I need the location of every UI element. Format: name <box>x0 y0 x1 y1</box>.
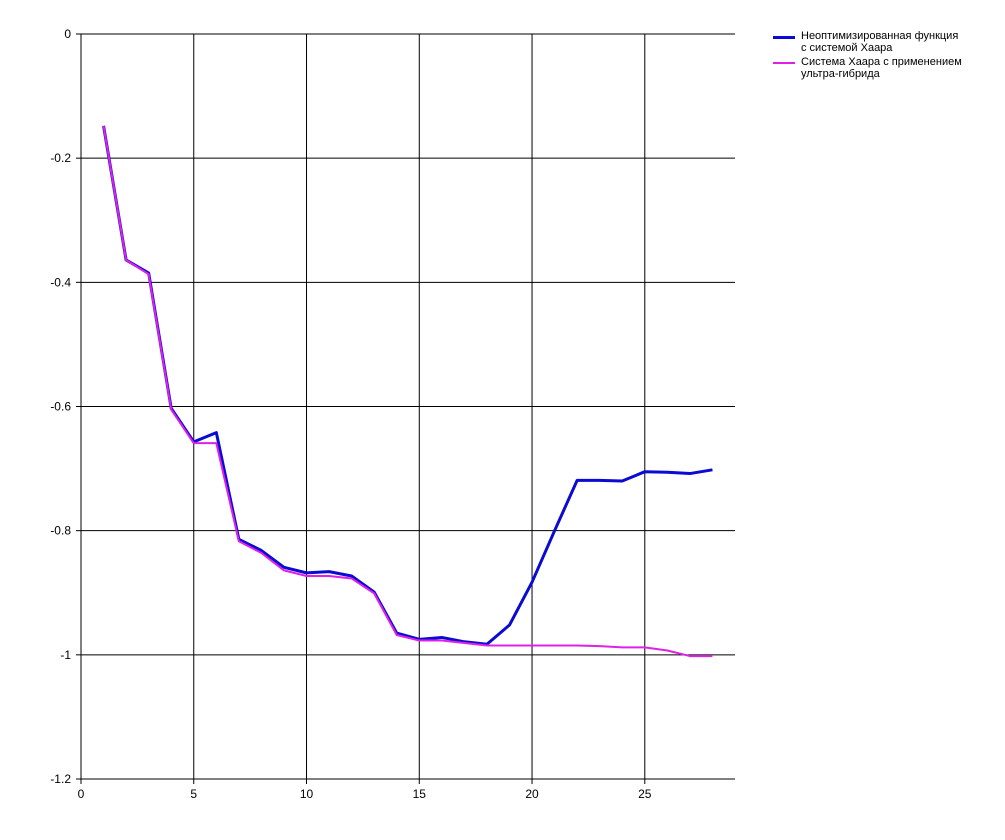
legend-swatch-unoptimized <box>773 36 795 39</box>
y-tick-label-3: -0.6 <box>50 400 71 414</box>
series-lines <box>102 125 713 658</box>
y-tick-label-6: -1.2 <box>50 772 71 786</box>
x-tick-label-25: 25 <box>638 787 652 801</box>
legend-item-ultrahybrid: Система Хаара с применением ультра-гибри… <box>773 56 998 80</box>
x-tick-label-20: 20 <box>525 787 539 801</box>
legend-item-unoptimized: Неоптимизированная функция с системой Ха… <box>773 30 998 54</box>
x-tick-label-0: 0 <box>78 787 85 801</box>
x-tick-label-15: 15 <box>413 787 427 801</box>
legend-label-unoptimized: Неоптимизированная функция с системой Ха… <box>801 30 959 54</box>
series-line-0 <box>102 125 713 646</box>
y-tick-label-2: -0.4 <box>50 275 71 289</box>
y-tick-label-1: -0.2 <box>50 151 71 165</box>
legend-swatch-ultrahybrid <box>773 62 795 64</box>
x-tick-label-10: 10 <box>300 787 314 801</box>
legend: Неоптимизированная функция с системой Ха… <box>773 30 998 82</box>
grid-lines <box>81 33 735 780</box>
y-tick-label-0: 0 <box>64 27 71 41</box>
y-tick-label-4: -0.8 <box>50 524 71 538</box>
y-axis-ticks: 0 -0.2 -0.4 -0.6 -0.8 -1 -1.2 <box>50 27 81 786</box>
x-tick-label-5: 5 <box>190 787 197 801</box>
y-tick-label-5: -1 <box>60 648 71 662</box>
x-axis-ticks: 0 5 10 15 20 25 <box>78 779 652 801</box>
legend-label-ultrahybrid: Система Хаара с применением ультра-гибри… <box>801 56 962 80</box>
series-line-1 <box>102 125 713 658</box>
